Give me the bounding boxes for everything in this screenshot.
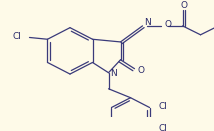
Text: O: O [137, 66, 144, 75]
Text: Cl: Cl [159, 102, 167, 111]
Text: O: O [165, 20, 171, 29]
Text: Cl: Cl [159, 124, 167, 131]
Text: N: N [110, 69, 117, 78]
Text: Cl: Cl [13, 32, 21, 41]
Text: N: N [144, 18, 151, 27]
Text: O: O [180, 1, 187, 10]
